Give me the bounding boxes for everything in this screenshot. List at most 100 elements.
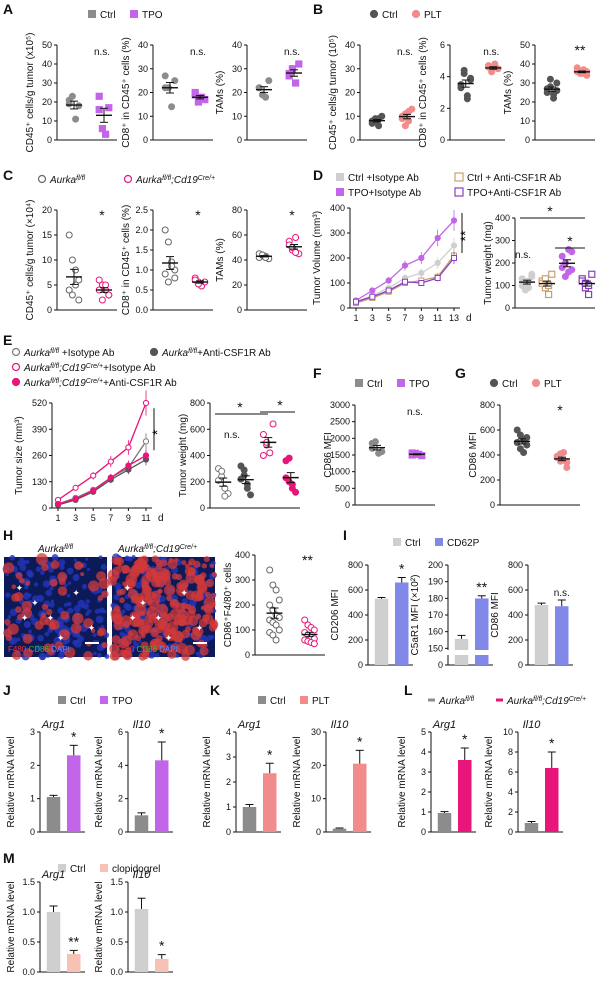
f480-signal bbox=[111, 635, 121, 644]
legend-tspan: Aurka bbox=[37, 544, 65, 555]
significance-mark: ** bbox=[575, 42, 586, 58]
y-tick-label: 3 bbox=[421, 767, 426, 777]
nucleus bbox=[125, 604, 132, 611]
f480-signal bbox=[96, 571, 107, 582]
data-point bbox=[65, 100, 73, 108]
legend-swatch bbox=[369, 9, 379, 19]
f480-signal bbox=[144, 614, 152, 622]
nucleus bbox=[147, 650, 156, 659]
data-point bbox=[171, 274, 179, 282]
y-tick-label: 400 bbox=[480, 450, 495, 460]
f480-signal bbox=[16, 613, 24, 621]
y-tick-label: 30 bbox=[138, 64, 148, 74]
y-tick-label: 4 bbox=[440, 72, 445, 82]
f480-signal bbox=[150, 612, 159, 621]
data-point bbox=[516, 445, 524, 453]
f480-signal bbox=[64, 630, 69, 636]
data-point bbox=[558, 252, 566, 260]
y-axis-label: CD8⁺ in CD45⁺ cells (%) bbox=[121, 37, 132, 148]
f480-signal bbox=[50, 643, 55, 648]
f480-signal bbox=[210, 563, 215, 569]
data-point bbox=[310, 640, 318, 648]
y-tick-label: 150 bbox=[428, 643, 443, 653]
arrow-marker: ✦ bbox=[21, 613, 29, 623]
legend-text: Aurkafl/fl bbox=[49, 175, 86, 187]
y-tick-label: 1000 bbox=[330, 467, 350, 477]
panel-letter: I bbox=[343, 527, 347, 543]
legend-swatch bbox=[355, 379, 363, 387]
series-point bbox=[418, 280, 425, 286]
arrow-marker: ✦ bbox=[16, 583, 24, 593]
legend-tspan: Cre/+ bbox=[180, 544, 197, 551]
nucleus bbox=[28, 629, 32, 634]
significance-mark: * bbox=[289, 207, 295, 223]
data-point bbox=[292, 234, 300, 241]
data-point bbox=[405, 117, 413, 125]
y-tick-label: 6 bbox=[508, 767, 513, 777]
y-tick-label: 200 bbox=[428, 560, 443, 570]
f480-signal bbox=[58, 578, 66, 586]
legend-text: Ctrl bbox=[100, 10, 116, 21]
f480-signal bbox=[187, 609, 196, 619]
nucleus bbox=[113, 594, 120, 601]
legend-swatch bbox=[100, 864, 108, 872]
significance-mark: n.s. bbox=[284, 47, 300, 58]
panel-letter: L bbox=[404, 682, 413, 698]
y-axis-label: CD8⁺ in CD45⁺ cells (%) bbox=[418, 37, 429, 148]
y-tick-label: 1.5 bbox=[110, 877, 123, 887]
y-axis-label: CD206 MFI bbox=[330, 589, 341, 640]
bar bbox=[534, 605, 549, 665]
y-tick-label: 100 bbox=[330, 278, 345, 288]
f480-signal bbox=[178, 579, 189, 590]
y-axis-label: TAMs (%) bbox=[215, 71, 226, 115]
legend-swatch bbox=[58, 696, 66, 704]
bar bbox=[545, 768, 559, 832]
legend-tspan: +Anti-CSF1R Ab bbox=[197, 348, 271, 359]
y-tick-label: 800 bbox=[508, 560, 523, 570]
legend-text: Ctrl bbox=[270, 696, 286, 707]
series-point bbox=[369, 287, 376, 294]
legend-tspan: ;Cd19 bbox=[542, 696, 569, 707]
y-tick-label: 200 bbox=[508, 635, 523, 645]
significance-mark: n.s. bbox=[483, 47, 499, 58]
data-point bbox=[75, 102, 83, 110]
y-tick-label: 0 bbox=[505, 303, 510, 313]
arrow-marker: ✦ bbox=[180, 588, 188, 598]
legend-tspan: Aurka bbox=[506, 696, 534, 707]
y-axis-label: TAMs (%) bbox=[503, 71, 514, 115]
y-tick-label: 0 bbox=[316, 827, 321, 837]
legend-tspan: Ctrl bbox=[270, 696, 286, 707]
legend-tspan: ;Cd19 bbox=[153, 544, 180, 555]
f480-signal bbox=[72, 612, 84, 625]
data-point bbox=[275, 626, 283, 634]
legend-text: Aurkafl/fl;Cd19Cre/+ bbox=[506, 696, 586, 708]
data-point bbox=[218, 467, 226, 475]
nucleus bbox=[24, 592, 29, 597]
gene-label: Il10 bbox=[133, 869, 152, 881]
y-tick-label: 0 bbox=[440, 135, 445, 145]
f480-signal bbox=[192, 626, 200, 635]
y-tick-label: 40 bbox=[232, 40, 242, 50]
f480-signal bbox=[163, 584, 176, 596]
data-point bbox=[523, 434, 531, 441]
data-point bbox=[161, 270, 169, 278]
y-tick-label: 20 bbox=[232, 280, 242, 290]
y-tick-label: 8 bbox=[508, 747, 513, 757]
significance-mark: * bbox=[567, 233, 573, 249]
f480-signal bbox=[119, 588, 126, 595]
f480-signal bbox=[41, 603, 49, 611]
y-tick-label: 0 bbox=[350, 135, 355, 145]
significance-mark: * bbox=[159, 725, 165, 741]
data-point bbox=[301, 616, 309, 624]
data-point bbox=[102, 281, 110, 289]
legend-swatch bbox=[435, 538, 443, 546]
legend-text: Ctrl bbox=[367, 379, 383, 390]
y-tick-label: 2 bbox=[226, 777, 231, 787]
legend-swatch bbox=[11, 362, 21, 372]
nucleus bbox=[73, 558, 78, 562]
f480-signal bbox=[64, 647, 76, 659]
y-tick-label: 1.5 bbox=[135, 245, 148, 255]
nucleus bbox=[104, 653, 110, 659]
bar bbox=[353, 763, 367, 832]
y-tick-label: 0 bbox=[237, 135, 242, 145]
